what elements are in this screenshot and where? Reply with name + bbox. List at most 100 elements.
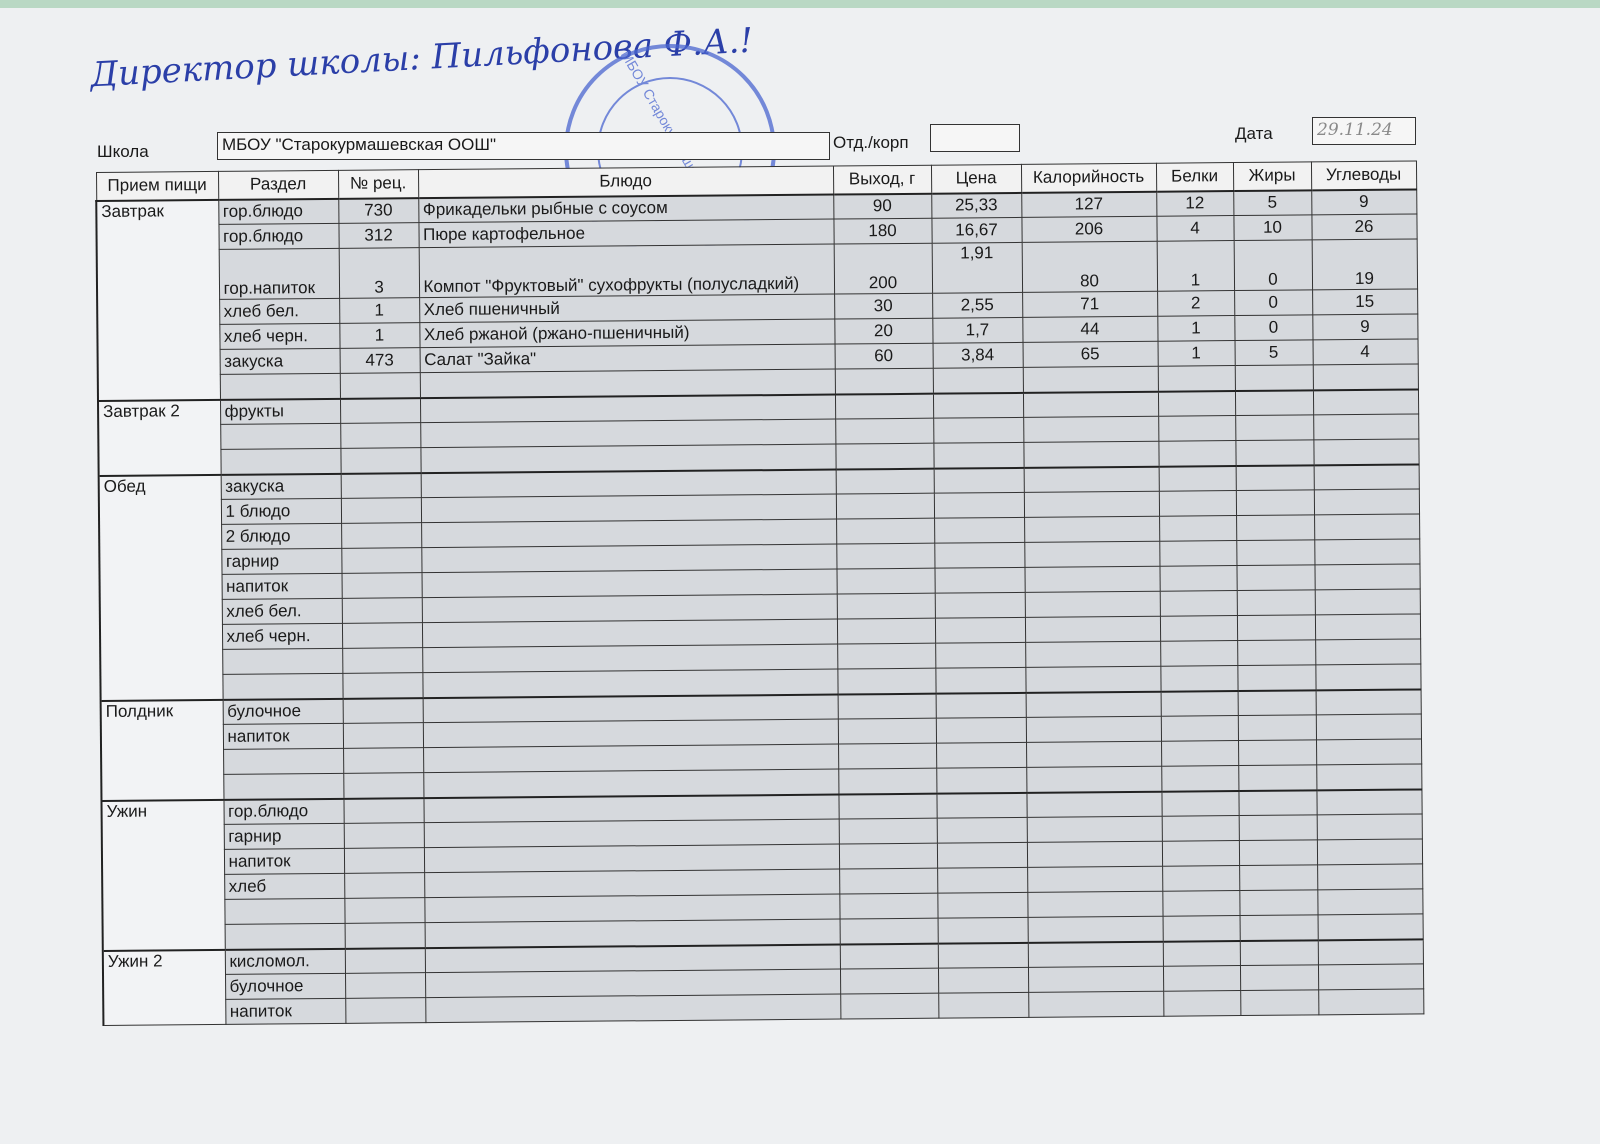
table-cell[interactable] bbox=[1313, 463, 1419, 490]
table-cell[interactable]: 0 bbox=[1234, 314, 1313, 341]
table-cell[interactable] bbox=[424, 969, 841, 998]
table-cell[interactable] bbox=[838, 768, 937, 795]
table-cell[interactable] bbox=[424, 894, 840, 923]
table-cell[interactable] bbox=[836, 618, 936, 645]
table-cell[interactable] bbox=[1024, 541, 1160, 568]
table-cell[interactable] bbox=[1158, 440, 1236, 467]
table-cell[interactable]: 312 bbox=[338, 222, 419, 249]
table-cell[interactable] bbox=[937, 967, 1029, 994]
table-cell[interactable] bbox=[936, 767, 1027, 794]
table-cell[interactable] bbox=[1160, 665, 1238, 692]
table-cell[interactable]: 2 блюдо bbox=[221, 523, 342, 550]
table-cell[interactable]: гарнир bbox=[223, 823, 344, 850]
table-cell[interactable] bbox=[1238, 814, 1317, 841]
table-cell[interactable] bbox=[340, 447, 421, 474]
table-cell[interactable]: хлеб бел. bbox=[219, 298, 340, 325]
table-cell[interactable] bbox=[1158, 490, 1237, 517]
table-cell[interactable] bbox=[1157, 365, 1235, 392]
table-cell[interactable] bbox=[1160, 715, 1239, 742]
table-cell[interactable]: Хлеб ржаной (ржано-пшеничный) bbox=[419, 319, 835, 348]
table-cell[interactable] bbox=[421, 544, 837, 573]
table-cell[interactable]: 9 bbox=[1312, 313, 1418, 340]
table-cell[interactable] bbox=[339, 372, 420, 399]
table-cell[interactable]: Пюре картофельное bbox=[418, 219, 834, 248]
table-cell[interactable] bbox=[838, 818, 937, 845]
table-cell[interactable] bbox=[1317, 938, 1423, 965]
table-cell[interactable] bbox=[1315, 688, 1421, 715]
table-cell[interactable]: закуска bbox=[219, 348, 340, 375]
table-cell[interactable] bbox=[1162, 890, 1240, 917]
table-cell[interactable] bbox=[421, 619, 838, 648]
table-cell[interactable] bbox=[1236, 564, 1315, 591]
table-cell[interactable]: булочное bbox=[222, 698, 343, 725]
table-cell[interactable]: 730 bbox=[338, 197, 419, 224]
table-cell[interactable] bbox=[420, 419, 836, 448]
table-cell[interactable] bbox=[1238, 764, 1317, 791]
table-cell[interactable] bbox=[340, 472, 421, 499]
table-cell[interactable] bbox=[1026, 741, 1162, 768]
table-cell[interactable] bbox=[933, 417, 1024, 444]
table-cell[interactable]: 65 bbox=[1022, 341, 1158, 368]
table-cell[interactable] bbox=[421, 594, 837, 623]
table-cell[interactable] bbox=[936, 742, 1027, 769]
table-cell[interactable] bbox=[1235, 489, 1315, 516]
table-cell[interactable]: 2,55 bbox=[932, 292, 1023, 319]
table-cell[interactable] bbox=[1314, 563, 1420, 590]
branch-field[interactable] bbox=[930, 124, 1020, 152]
table-cell[interactable] bbox=[1162, 940, 1240, 967]
table-cell[interactable] bbox=[1317, 913, 1423, 940]
table-cell[interactable] bbox=[1315, 663, 1421, 690]
table-cell[interactable] bbox=[1027, 916, 1163, 943]
table-cell[interactable] bbox=[1024, 516, 1160, 543]
table-cell[interactable]: 180 bbox=[833, 218, 932, 245]
table-cell[interactable] bbox=[222, 648, 343, 675]
table-cell[interactable] bbox=[1239, 939, 1318, 966]
table-cell[interactable] bbox=[423, 769, 839, 798]
table-cell[interactable] bbox=[423, 844, 840, 873]
table-cell[interactable]: 12 bbox=[1156, 190, 1234, 217]
table-cell[interactable]: хлеб бел. bbox=[221, 598, 342, 625]
table-cell[interactable] bbox=[1239, 914, 1318, 941]
table-cell[interactable] bbox=[1024, 616, 1161, 643]
table-cell[interactable]: 4 bbox=[1312, 338, 1418, 365]
table-cell[interactable] bbox=[425, 994, 841, 1023]
table-cell[interactable] bbox=[1157, 390, 1236, 417]
table-cell[interactable] bbox=[424, 944, 840, 973]
table-cell[interactable] bbox=[223, 773, 344, 800]
table-cell[interactable] bbox=[836, 593, 935, 620]
table-cell[interactable]: напиток bbox=[222, 723, 344, 750]
table-cell[interactable] bbox=[1314, 613, 1421, 640]
table-cell[interactable] bbox=[938, 992, 1029, 1019]
table-cell[interactable] bbox=[343, 822, 424, 849]
table-cell[interactable] bbox=[1161, 815, 1239, 842]
table-cell[interactable]: 1,91 bbox=[931, 242, 1023, 294]
table-cell[interactable] bbox=[935, 717, 1027, 744]
table-cell[interactable] bbox=[419, 369, 835, 398]
table-cell[interactable] bbox=[1158, 465, 1236, 492]
table-cell[interactable] bbox=[220, 423, 341, 450]
table-cell[interactable]: закуска bbox=[220, 473, 341, 500]
table-cell[interactable] bbox=[1237, 689, 1316, 716]
table-cell[interactable]: 10 bbox=[1233, 214, 1312, 241]
table-cell[interactable] bbox=[1023, 466, 1159, 493]
table-cell[interactable] bbox=[1162, 915, 1240, 942]
table-cell[interactable] bbox=[1162, 865, 1240, 892]
table-cell[interactable] bbox=[219, 373, 340, 400]
table-cell[interactable] bbox=[344, 947, 425, 974]
table-cell[interactable]: 25,33 bbox=[931, 192, 1022, 219]
table-cell[interactable] bbox=[1161, 790, 1239, 817]
table-cell[interactable]: 1 bbox=[339, 322, 420, 349]
table-cell[interactable] bbox=[935, 667, 1026, 694]
table-cell[interactable] bbox=[342, 697, 423, 724]
table-cell[interactable] bbox=[345, 972, 426, 999]
table-cell[interactable]: 206 bbox=[1021, 216, 1157, 243]
table-cell[interactable]: гор.блюдо bbox=[223, 798, 344, 825]
table-cell[interactable] bbox=[839, 893, 938, 920]
table-cell[interactable]: 5 bbox=[1234, 339, 1313, 366]
table-cell[interactable] bbox=[1316, 813, 1422, 840]
table-cell[interactable] bbox=[835, 493, 935, 520]
table-cell[interactable] bbox=[420, 494, 837, 523]
table-cell[interactable] bbox=[838, 843, 938, 870]
table-cell[interactable] bbox=[934, 617, 1026, 644]
table-cell[interactable] bbox=[934, 592, 1025, 619]
